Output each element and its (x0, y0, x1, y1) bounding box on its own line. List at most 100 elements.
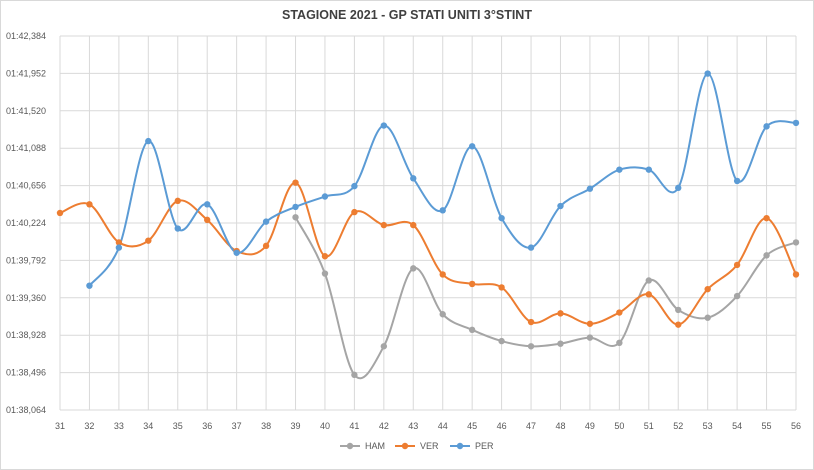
per-series-line (88, 72, 797, 287)
ver-data-point (380, 221, 388, 229)
per-data-point (792, 119, 800, 127)
ver-data-point (586, 320, 594, 327)
x-tick-label: 35 (173, 421, 183, 431)
legend: HAM VER PER (340, 441, 494, 451)
per-data-point (704, 70, 711, 77)
per-data-point (145, 137, 152, 145)
ham-data-point (792, 239, 800, 246)
ver-data-point (527, 318, 535, 326)
x-tick-label: 46 (497, 421, 507, 431)
per-data-point (557, 202, 564, 210)
x-tick-label: 48 (555, 421, 565, 431)
ver-data-point (115, 239, 123, 246)
ham-data-point (410, 265, 417, 272)
ham-data-point (468, 326, 476, 334)
legend-ham-marker (346, 442, 354, 450)
y-tick-label: 01:38,496 (6, 368, 46, 378)
per-data-point (115, 244, 123, 251)
x-tick-label: 34 (143, 421, 153, 431)
per-data-point (86, 282, 93, 289)
ham-data-point (675, 306, 682, 314)
y-tick-label: 01:40,656 (6, 181, 46, 191)
per-data-point (410, 175, 417, 182)
per-data-point (351, 182, 358, 190)
per-data-point (675, 184, 682, 192)
x-tick-label: 56 (791, 421, 801, 431)
gridlines (59, 35, 797, 411)
per-data-point (645, 166, 652, 173)
ver-data-point (321, 253, 329, 260)
ver-data-point (145, 237, 152, 244)
ver-data-point (498, 284, 505, 291)
per-data-point (204, 201, 211, 208)
ver-data-point (86, 201, 93, 208)
legend-ham-label: HAM (365, 441, 385, 451)
ham-data-point (380, 343, 388, 350)
x-axis-ticks: 31 32 33 34 35 36 37 38 39 40 41 42 43 44 45 46 47 48 49 50… (55, 421, 801, 431)
y-tick-label: 01:41,088 (6, 143, 46, 153)
ham-data-point (733, 292, 741, 300)
x-tick-label: 52 (673, 421, 683, 431)
series-points (56, 70, 800, 379)
x-tick-label: 53 (703, 421, 713, 431)
x-tick-label: 36 (202, 421, 212, 431)
ham-data-point (527, 343, 535, 350)
series-lines (59, 72, 797, 379)
ver-data-point (616, 309, 623, 316)
ham-data-point (586, 334, 594, 341)
ver-data-point (557, 310, 564, 317)
ham-data-point (439, 311, 446, 318)
chart-title: STAGIONE 2021 - GP STATI UNITI 3°STINT (282, 8, 532, 22)
ham-data-point (616, 339, 623, 347)
ham-data-point (498, 337, 505, 345)
ver-data-point (292, 179, 299, 186)
ver-series-line (59, 181, 797, 326)
x-tick-label: 44 (438, 421, 448, 431)
legend-ver-label: VER (420, 441, 439, 451)
y-axis-ticks: 01:38,064 01:38,496 01:38,928 01:39,360 01:3… (6, 31, 46, 415)
per-data-point (498, 214, 505, 222)
y-tick-label: 01:41,520 (6, 106, 46, 116)
x-tick-label: 37 (232, 421, 242, 431)
ham-data-point (763, 252, 770, 259)
per-data-point (733, 177, 741, 185)
y-tick-label: 01:41,952 (6, 68, 46, 78)
ver-data-point (56, 209, 64, 217)
x-tick-label: 39 (291, 421, 301, 431)
x-tick-label: 55 (762, 421, 772, 431)
y-tick-label: 01:38,064 (6, 405, 46, 415)
ver-data-point (468, 280, 476, 288)
ver-data-point (645, 291, 652, 298)
x-tick-label: 51 (644, 421, 654, 431)
x-tick-label: 38 (261, 421, 271, 431)
legend-per-label: PER (475, 441, 494, 451)
per-data-point (616, 166, 623, 173)
x-tick-label: 32 (84, 421, 94, 431)
legend-per-marker (456, 442, 464, 450)
per-data-point (763, 123, 770, 130)
ham-data-point (645, 277, 652, 284)
x-tick-label: 54 (732, 421, 742, 431)
x-tick-label: 49 (585, 421, 595, 431)
ver-data-point (675, 321, 682, 328)
ham-data-point (351, 371, 358, 379)
ver-data-point (204, 216, 211, 224)
y-tick-label: 01:42,384 (6, 31, 46, 41)
per-data-point (321, 193, 329, 200)
ver-data-point (733, 261, 741, 269)
ham-data-point (321, 270, 329, 277)
y-tick-label: 01:39,792 (6, 255, 46, 265)
x-tick-label: 33 (114, 421, 124, 431)
ver-data-point (351, 208, 358, 216)
y-tick-label: 01:40,224 (6, 218, 46, 228)
ver-data-point (174, 197, 181, 205)
ham-data-point (557, 340, 564, 347)
per-data-point (586, 185, 594, 192)
x-tick-label: 40 (320, 421, 330, 431)
x-tick-label: 31 (55, 421, 65, 431)
ver-data-point (704, 285, 711, 293)
ver-data-point (763, 214, 770, 222)
x-tick-label: 50 (614, 421, 624, 431)
x-tick-label: 47 (526, 421, 536, 431)
